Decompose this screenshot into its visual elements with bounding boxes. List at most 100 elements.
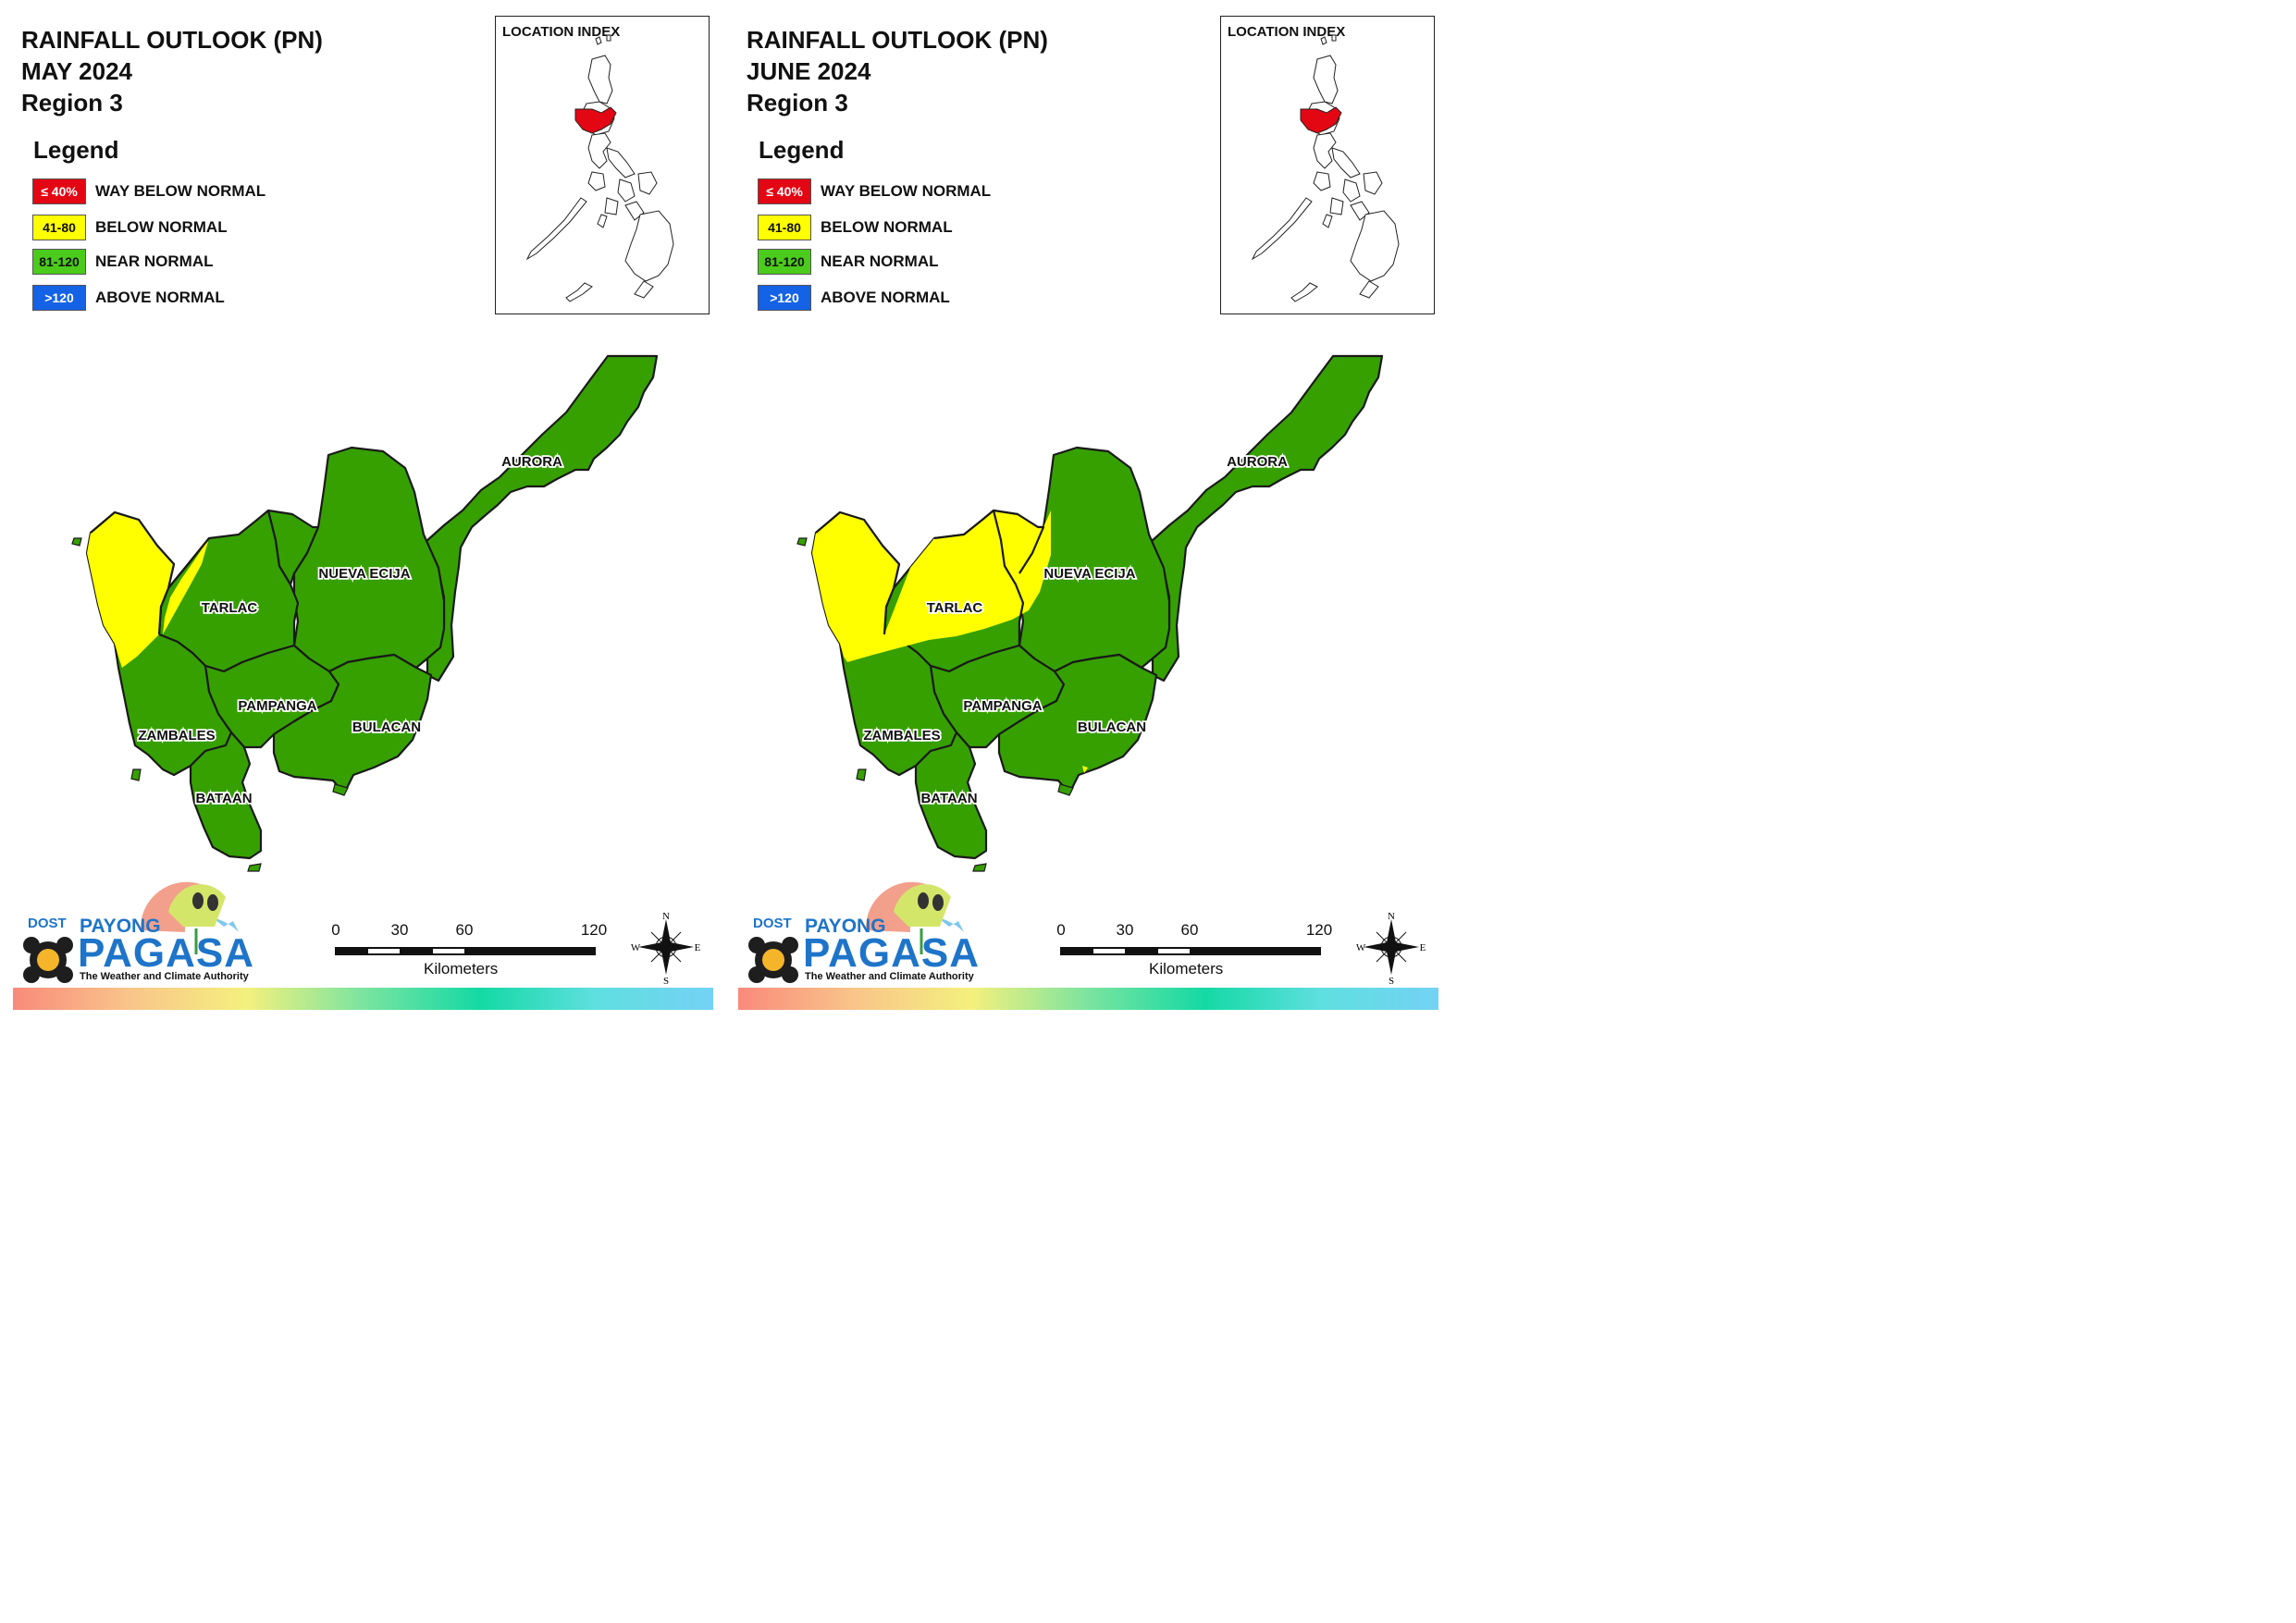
logo-payong: PAYONG: [805, 916, 886, 937]
compass-n: N: [662, 911, 670, 922]
province-bulacan: [997, 653, 1158, 795]
province-bulacan: [272, 653, 433, 795]
label-pampanga: PAMPANGA: [963, 698, 1042, 714]
label-zambales: ZAMBALES: [863, 728, 940, 744]
compass-w: W: [1356, 942, 1366, 953]
region-3-highlight: [1300, 106, 1342, 134]
outlook-panel-june: RAINFALL OUTLOOK (PN) JUNE 2024 Region 3…: [725, 0, 1450, 1021]
compass-rose-icon: N S E W: [1356, 908, 1426, 987]
logo-tagline: The Weather and Climate Authority: [805, 971, 974, 982]
scale-tick: 60: [1180, 921, 1199, 939]
title-month: MAY 2024: [21, 57, 132, 85]
legend-swatch: >120: [758, 285, 811, 311]
scale-tick: 120: [1305, 921, 1333, 939]
compass-e: E: [1420, 942, 1426, 953]
legend-item-below-normal: 41-80 BELOW NORMAL: [32, 214, 228, 241]
zone-below-normal-tarlac: [163, 538, 209, 634]
scale-tick: 60: [455, 921, 474, 939]
legend-label: NEAR NORMAL: [821, 252, 939, 270]
logo-payong: PAYONG: [80, 916, 161, 937]
legend-item-way-below-normal: ≤ 40% WAY BELOW NORMAL: [758, 178, 991, 205]
compass-n: N: [1388, 911, 1395, 922]
legend-label: BELOW NORMAL: [821, 218, 953, 236]
pagasa-logo: DOST PAYONG PAGASA The Weather and Clima…: [746, 875, 980, 990]
compass-e: E: [695, 942, 701, 953]
label-pampanga: PAMPANGA: [238, 698, 316, 714]
region-3-highlight: [574, 106, 617, 134]
location-index-inset: LOCATION INDEX: [1220, 16, 1435, 314]
region-3-map: AURORA NUEVA ECIJA TARLAC PAMPANGA BULAC…: [796, 354, 1384, 872]
legend-label: ABOVE NORMAL: [821, 289, 950, 306]
scale-tick: 0: [331, 921, 340, 939]
title-line: RAINFALL OUTLOOK (PN): [747, 26, 1048, 54]
legend-item-above-normal: >120 ABOVE NORMAL: [758, 284, 950, 312]
label-bulacan: BULACAN: [1078, 719, 1146, 735]
legend-swatch: 81-120: [758, 249, 811, 275]
legend-item-below-normal: 41-80 BELOW NORMAL: [758, 214, 953, 241]
title-region: Region 3: [747, 89, 848, 117]
label-aurora: AURORA: [1227, 454, 1288, 470]
logo-dost: DOST: [28, 916, 67, 931]
footer-gradient-bar: [738, 988, 1438, 1010]
compass-rose-icon: N S E W: [631, 908, 701, 987]
zone-below-normal: [812, 510, 1051, 662]
scale-bar: 0 30 60 120 Kilometers: [315, 921, 620, 986]
philippines-locator-map: [525, 34, 674, 302]
legend-swatch: 41-80: [758, 215, 811, 240]
pagasa-logo: DOST PAYONG PAGASA The Weather and Clima…: [20, 875, 254, 990]
legend-swatch: ≤ 40%: [758, 178, 811, 204]
legend-item-way-below-normal: ≤ 40% WAY BELOW NORMAL: [32, 178, 265, 205]
legend-title: Legend: [759, 136, 845, 164]
label-aurora: AURORA: [501, 454, 562, 470]
legend-item-near-normal: 81-120 NEAR NORMAL: [32, 248, 214, 276]
label-tarlac: TARLAC: [927, 600, 983, 616]
scale-tick: 30: [1116, 921, 1134, 939]
scale-tick: 120: [580, 921, 608, 939]
inset-title: LOCATION INDEX: [502, 24, 621, 40]
legend-swatch: 41-80: [32, 215, 86, 240]
compass-s: S: [1389, 976, 1394, 986]
title-month: JUNE 2024: [747, 57, 871, 85]
legend-label: NEAR NORMAL: [95, 252, 214, 270]
province-nueva-ecija: [292, 446, 446, 673]
label-tarlac: TARLAC: [202, 600, 258, 616]
label-bataan: BATAAN: [920, 791, 977, 806]
legend-swatch: >120: [32, 285, 86, 311]
compass-s: S: [663, 976, 669, 986]
map-title: RAINFALL OUTLOOK (PN) MAY 2024 Region 3: [21, 24, 323, 118]
legend-label: BELOW NORMAL: [95, 218, 228, 236]
legend-swatch: 81-120: [32, 249, 86, 275]
title-line: RAINFALL OUTLOOK (PN): [21, 26, 323, 54]
scale-bar: 0 30 60 120 Kilometers: [1040, 921, 1345, 986]
scale-unit: Kilometers: [424, 960, 499, 977]
label-zambales: ZAMBALES: [138, 728, 215, 744]
logo-tagline: The Weather and Climate Authority: [80, 971, 249, 982]
legend-title: Legend: [33, 136, 119, 164]
legend-swatch: ≤ 40%: [32, 178, 86, 204]
outlook-panel-may: RAINFALL OUTLOOK (PN) MAY 2024 Region 3 …: [0, 0, 725, 1021]
zone-below-normal-zambales: [87, 512, 174, 668]
scale-graphic: [335, 947, 596, 955]
province-strip: [266, 509, 320, 586]
province-aurora: [1149, 354, 1384, 682]
legend-item-near-normal: 81-120 NEAR NORMAL: [758, 248, 939, 276]
location-index-inset: LOCATION INDEX: [495, 16, 710, 314]
footer-gradient-bar: [13, 988, 713, 1010]
province-bataan: [914, 731, 988, 860]
label-nueva-ecija: NUEVA ECIJA: [318, 566, 410, 582]
legend-label: WAY BELOW NORMAL: [821, 182, 992, 200]
map-title: RAINFALL OUTLOOK (PN) JUNE 2024 Region 3: [747, 24, 1048, 118]
logo-dost: DOST: [753, 916, 792, 931]
label-nueva-ecija: NUEVA ECIJA: [1043, 566, 1135, 582]
label-bataan: BATAAN: [195, 791, 252, 806]
scale-unit: Kilometers: [1149, 960, 1224, 977]
scale-tick: 30: [390, 921, 409, 939]
logo-pagasa: PAGASA: [803, 930, 980, 976]
scale-graphic: [1060, 947, 1321, 955]
philippines-locator-map: [1251, 34, 1400, 302]
umbrella-icon: [748, 881, 964, 983]
legend-item-above-normal: >120 ABOVE NORMAL: [32, 284, 225, 312]
logo-pagasa: PAGASA: [78, 930, 254, 976]
province-bataan: [189, 731, 263, 860]
compass-w: W: [631, 942, 641, 953]
